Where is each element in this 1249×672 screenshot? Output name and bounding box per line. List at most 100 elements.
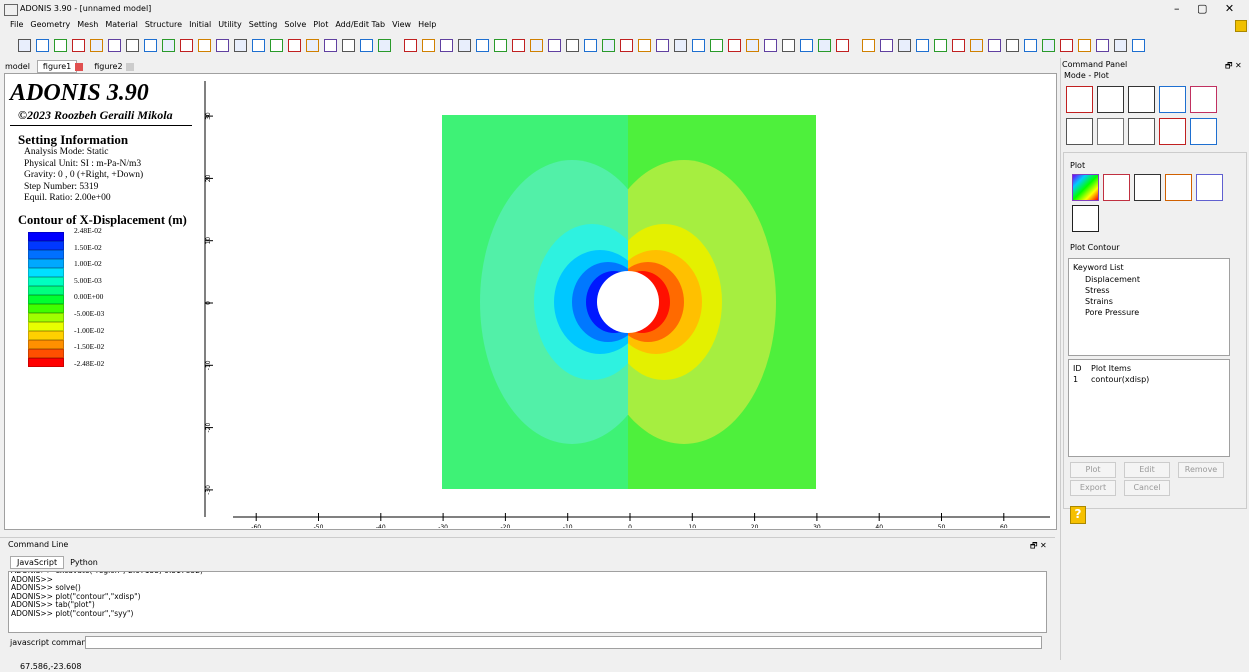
command-input[interactable] (85, 636, 1042, 649)
menu-item[interactable]: Initial (189, 20, 212, 29)
tool-button[interactable] (934, 39, 947, 52)
tool-button[interactable] (584, 39, 597, 52)
mode-button[interactable] (1097, 86, 1124, 113)
menu-item[interactable]: Add/Edit Tab (335, 20, 386, 29)
menu-item[interactable]: File (10, 20, 24, 29)
plot-button[interactable] (1165, 174, 1192, 201)
tool-button[interactable] (288, 39, 301, 52)
tool-button[interactable] (1132, 39, 1145, 52)
menu-item[interactable]: Material (105, 20, 138, 29)
tool-button[interactable] (1024, 39, 1037, 52)
tool-button[interactable] (710, 39, 723, 52)
tool-button[interactable] (306, 39, 319, 52)
tool-button[interactable] (162, 39, 175, 52)
tool-button[interactable] (620, 39, 633, 52)
menu-item[interactable]: Structure (144, 20, 183, 29)
tool-button[interactable] (378, 39, 391, 52)
tool-button[interactable] (1042, 39, 1055, 52)
mode-button[interactable] (1190, 86, 1217, 113)
tool-button[interactable] (234, 39, 247, 52)
tab-close[interactable] (75, 62, 84, 71)
command-line-controls[interactable]: 🗗 ✕ (1030, 541, 1047, 550)
panel-button[interactable]: Edit (1124, 462, 1170, 478)
panel-controls[interactable]: 🗗 ✕ (1225, 61, 1242, 70)
tool-button[interactable] (1078, 39, 1091, 52)
tool-button[interactable] (530, 39, 543, 52)
command-tab[interactable]: JavaScript (10, 556, 65, 569)
tool-button[interactable] (638, 39, 651, 52)
plot-button[interactable] (1196, 174, 1223, 201)
tool-button[interactable] (180, 39, 193, 52)
tool-button[interactable] (880, 39, 893, 52)
tool-button[interactable] (1060, 39, 1073, 52)
mode-button[interactable] (1097, 118, 1124, 145)
tab[interactable]: figure1 (36, 60, 78, 73)
tool-button[interactable] (404, 39, 417, 52)
mode-button[interactable] (1128, 86, 1155, 113)
mode-button[interactable] (1128, 118, 1155, 145)
panel-button[interactable]: Export (1070, 480, 1116, 496)
tool-button[interactable] (476, 39, 489, 52)
tool-button[interactable] (656, 39, 669, 52)
keyword[interactable]: Strains (1085, 297, 1113, 306)
tool-button[interactable] (898, 39, 911, 52)
keyword[interactable]: Pore Pressure (1085, 308, 1140, 317)
tool-button[interactable] (692, 39, 705, 52)
tool-button[interactable] (862, 39, 875, 52)
tool-button[interactable] (1114, 39, 1127, 52)
tool-button[interactable] (18, 39, 31, 52)
menu-item[interactable]: View (392, 20, 412, 29)
panel-button[interactable]: Plot (1070, 462, 1116, 478)
plot-button[interactable] (1103, 174, 1130, 201)
help-icon[interactable]: ? (1070, 506, 1086, 524)
tool-button[interactable] (422, 39, 435, 52)
tool-button[interactable] (952, 39, 965, 52)
menu-item[interactable]: Help (418, 20, 437, 29)
window-controls[interactable]: – ▢ ✕ (1174, 2, 1235, 15)
tool-button[interactable] (126, 39, 139, 52)
tool-button[interactable] (800, 39, 813, 52)
tool-button[interactable] (494, 39, 507, 52)
tool-button[interactable] (988, 39, 1001, 52)
mode-button[interactable] (1190, 118, 1217, 145)
plot-button[interactable] (1134, 174, 1161, 201)
tool-button[interactable] (270, 39, 283, 52)
item-row[interactable]: 1 contour(xdisp) (1073, 374, 1181, 385)
warning-icon[interactable] (1235, 20, 1247, 32)
tool-button[interactable] (324, 39, 337, 52)
tool-button[interactable] (1096, 39, 1109, 52)
tool-button[interactable] (674, 39, 687, 52)
tool-button[interactable] (108, 39, 121, 52)
tool-button[interactable] (782, 39, 795, 52)
tool-button[interactable] (90, 39, 103, 52)
mode-button[interactable] (1159, 118, 1186, 145)
menu-item[interactable]: Plot (313, 20, 329, 29)
tab[interactable]: figure2 (94, 62, 123, 71)
tool-button[interactable] (458, 39, 471, 52)
keyword[interactable]: Displacement (1085, 275, 1140, 284)
mode-button[interactable] (1066, 118, 1093, 145)
tool-button[interactable] (198, 39, 211, 52)
menu-item[interactable]: Setting (248, 20, 278, 29)
tool-button[interactable] (764, 39, 777, 52)
tool-button[interactable] (72, 39, 85, 52)
tool-button[interactable] (216, 39, 229, 52)
tab-close[interactable] (125, 62, 134, 71)
mode-button[interactable] (1159, 86, 1186, 113)
panel-button[interactable]: Remove (1178, 462, 1224, 478)
tool-button[interactable] (728, 39, 741, 52)
plot-button[interactable] (1072, 205, 1099, 232)
menu-item[interactable]: Utility (218, 20, 242, 29)
panel-button[interactable]: Cancel (1124, 480, 1170, 496)
tool-button[interactable] (252, 39, 265, 52)
menu-item[interactable]: Geometry (30, 20, 71, 29)
tool-button[interactable] (818, 39, 831, 52)
command-tab[interactable]: Python (70, 558, 98, 567)
menu-item[interactable]: Solve (284, 20, 307, 29)
plot-button[interactable] (1072, 174, 1099, 201)
tool-button[interactable] (602, 39, 615, 52)
tool-button[interactable] (440, 39, 453, 52)
tool-button[interactable] (548, 39, 561, 52)
tool-button[interactable] (342, 39, 355, 52)
tool-button[interactable] (916, 39, 929, 52)
